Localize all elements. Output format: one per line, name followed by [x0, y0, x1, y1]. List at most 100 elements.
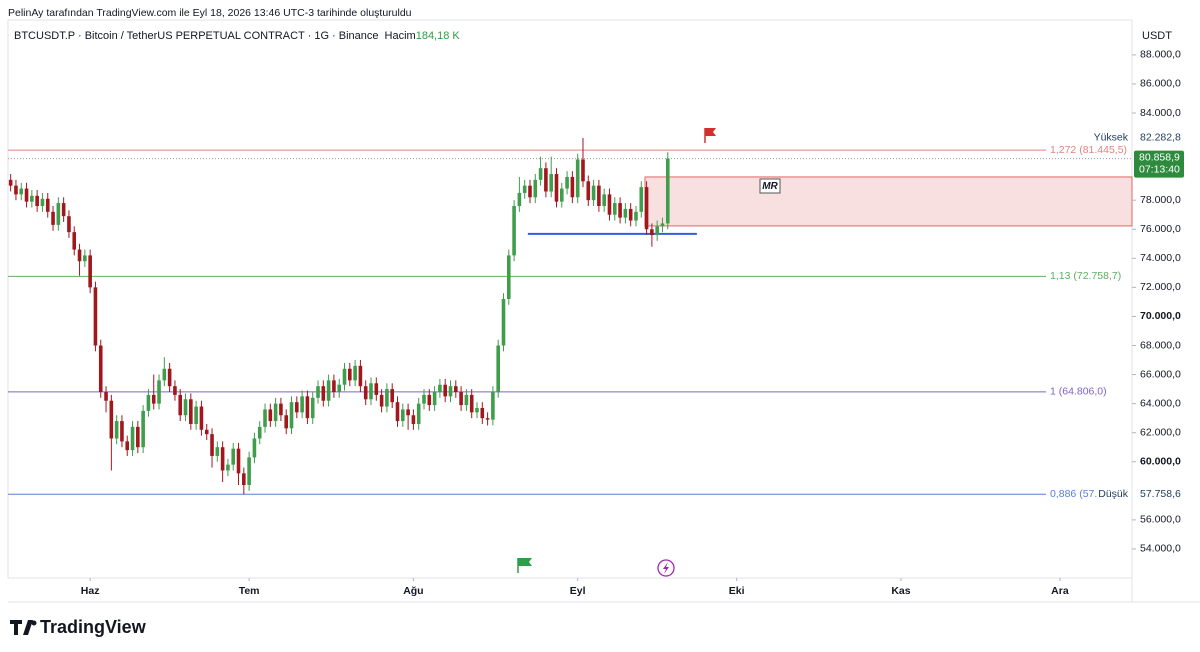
low_marker-label: 57.758,6	[1140, 488, 1181, 500]
candle-body	[162, 368, 167, 381]
countdown: 07:13:40	[1139, 163, 1180, 175]
volume-label: Hacim	[385, 30, 416, 42]
y-tick-label: 84.000,0	[1140, 107, 1181, 119]
fib-level-label: 1,272 (81.445,5)	[1050, 144, 1127, 156]
candle-body	[650, 229, 654, 236]
candle-body	[72, 232, 77, 250]
candle-body	[634, 211, 638, 221]
candle-body	[189, 399, 193, 424]
plot: MR 1,272 (81.445,5) 1,13 (72.758,7) 1 (64.8…	[8, 137, 1133, 500]
candle-body	[443, 384, 447, 397]
candle-body	[35, 195, 39, 206]
fib-level-label: 1 (64.806,0)	[1050, 386, 1107, 398]
candle-body	[151, 394, 156, 404]
y-tick-label: 56.000,0	[1140, 514, 1181, 526]
candle-body	[157, 380, 161, 404]
x-tick-label: Tem	[239, 585, 260, 597]
candle-body	[194, 406, 198, 424]
candle-body	[432, 392, 437, 406]
candle-body	[348, 368, 352, 381]
candle-body	[575, 159, 580, 198]
candle-body	[549, 174, 553, 192]
event-icon	[657, 559, 675, 577]
candle-body	[56, 203, 61, 225]
candle-body	[422, 394, 426, 404]
y-tick-label: 60.000,0	[1140, 456, 1181, 468]
candle-body	[215, 447, 220, 456]
last-price-label: 80.858,9	[1139, 151, 1180, 163]
candle-body	[67, 216, 71, 233]
candle-body	[522, 185, 527, 193]
candle-body	[448, 386, 453, 397]
y-tick-label: 68.000,0	[1140, 339, 1181, 351]
candle-body	[528, 185, 532, 198]
low_marker-box	[1135, 487, 1185, 502]
low_marker-name: Düşük	[1098, 488, 1129, 500]
candle-body	[565, 176, 569, 189]
candle-body	[655, 226, 659, 236]
candle-body	[358, 365, 363, 387]
candle-body	[342, 368, 347, 385]
brand: TradingView	[40, 617, 147, 637]
candle-body	[612, 203, 617, 215]
candle-body	[395, 402, 400, 422]
candle-body	[326, 380, 331, 401]
candle-body	[464, 394, 469, 406]
candle-body	[369, 383, 373, 400]
candle-body	[61, 203, 66, 217]
candle-body	[438, 384, 442, 392]
fib-level-label: 1,13 (72.758,7)	[1050, 270, 1121, 282]
candle-body	[538, 168, 543, 180]
candle-body	[427, 394, 432, 406]
candle-body	[83, 255, 87, 262]
y-tick-label: 86.000,0	[1140, 78, 1181, 90]
brand-logo	[10, 620, 37, 635]
zone-label: MR	[762, 181, 778, 192]
x-tick-label: Eyl	[570, 585, 586, 597]
y-tick-label: 66.000,0	[1140, 368, 1181, 380]
candle-body	[379, 394, 384, 407]
candle-body	[45, 198, 50, 212]
candle-body	[480, 407, 485, 419]
axes: 88.000,0 86.000,0 84.000,0 78.000,0 76.000,0…	[81, 49, 1185, 597]
candle-body	[623, 208, 628, 218]
candle-body	[279, 403, 283, 416]
candle-body	[496, 345, 500, 392]
candle-body	[220, 447, 225, 471]
x-tick-label: Eki	[729, 585, 745, 597]
candle-body	[533, 179, 538, 198]
candle-body	[167, 368, 172, 387]
fib-level-label: 0,886 (57.	[1050, 488, 1097, 500]
candle-body	[459, 392, 463, 406]
y-tick-label: 76.000,0	[1140, 223, 1181, 235]
red-flag	[704, 128, 716, 143]
y-tick-label: 54.000,0	[1140, 543, 1181, 555]
candle-body	[289, 402, 294, 429]
candle-body	[247, 457, 251, 485]
candle-body	[226, 464, 230, 471]
candle-body	[660, 223, 665, 227]
candle-body	[353, 365, 357, 381]
candle-body	[24, 188, 29, 202]
y-tick-label: 62.000,0	[1140, 426, 1181, 438]
candle-body	[130, 426, 135, 451]
candle-body	[337, 384, 342, 392]
candle-body	[607, 194, 612, 215]
green-flag	[517, 558, 532, 573]
zone-label-box	[759, 178, 781, 194]
candle-body	[295, 402, 299, 413]
candle-body	[173, 386, 177, 395]
candle-body	[136, 426, 140, 448]
high_marker-label: 82.282,8	[1140, 132, 1181, 144]
candle-body	[77, 249, 82, 262]
candle-body	[114, 421, 119, 439]
symbol-line: BTCUSDT.P · Bitcoin / TetherUS PERPETUAL…	[14, 30, 460, 42]
candle-body	[512, 206, 516, 256]
candle-body	[263, 409, 267, 427]
y-tick-label: 78.000,0	[1140, 194, 1181, 206]
candle-body	[14, 185, 18, 195]
candle-body	[178, 394, 183, 416]
candle-body	[618, 203, 622, 218]
